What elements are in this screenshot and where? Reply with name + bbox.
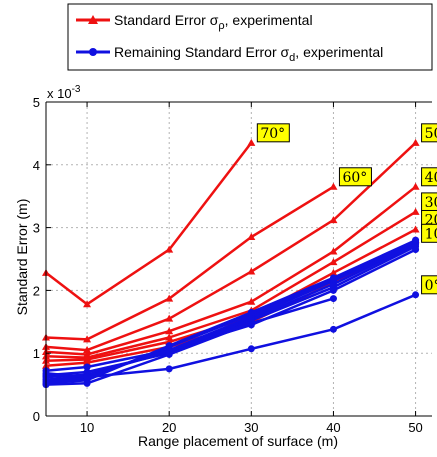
- x-tick-label: 20: [162, 420, 176, 435]
- series-line-experimental-sigma-rho: [45, 185, 417, 356]
- y-tick-label: 5: [33, 95, 40, 110]
- legend-box: [67, 3, 433, 71]
- data-point-circle: [247, 345, 255, 353]
- legend: Standard Error σρ, experimental Remainin…: [67, 3, 433, 71]
- x-tick-label: 50: [408, 420, 422, 435]
- series-line-experimental-sigma-d: [45, 293, 417, 379]
- data-point-triangle: [83, 358, 92, 366]
- y-tick-label: 0: [33, 409, 40, 424]
- legend-marker-triangle: [88, 15, 98, 24]
- legend-label-sigma-rho: Standard Error σρ, experimental: [114, 12, 313, 32]
- y-tick-label: 4: [33, 158, 40, 173]
- angle-label: 70°: [260, 126, 285, 142]
- angle-label: 10°: [425, 226, 437, 242]
- series-line-experimental-sigma-d: [45, 239, 417, 385]
- data-point-circle: [412, 236, 420, 244]
- data-point-triangle: [247, 138, 256, 146]
- data-point-circle: [83, 363, 91, 371]
- data-point-triangle: [329, 247, 338, 255]
- legend-marker-circle: [89, 48, 97, 56]
- angle-label-box: [421, 275, 437, 295]
- angle-label: 40°: [425, 170, 437, 186]
- data-point-circle: [247, 308, 255, 316]
- series-line-experimental-sigma-rho: [45, 141, 417, 352]
- data-point-triangle: [165, 245, 174, 253]
- data-point-triangle: [329, 258, 338, 266]
- angle-label: 30°: [425, 195, 437, 211]
- data-point-circle: [165, 342, 173, 350]
- series-line-experimental-sigma-rho: [45, 185, 335, 341]
- data-point-circle: [247, 319, 255, 327]
- data-series: [42, 138, 420, 389]
- angle-label-box: [421, 167, 437, 187]
- data-point-triangle: [247, 297, 256, 305]
- data-point-triangle: [83, 335, 92, 343]
- series-line-experimental-sigma-rho: [45, 142, 253, 306]
- data-point-triangle: [165, 314, 174, 322]
- y-multiplier-label: x 10-3: [47, 84, 81, 101]
- data-point-triangle: [247, 267, 256, 275]
- data-point-triangle: [411, 225, 420, 233]
- series-line-experimental-sigma-d: [45, 245, 417, 377]
- x-tick-label: 40: [326, 420, 340, 435]
- data-point-triangle: [411, 182, 420, 190]
- axes: 10 20 30 40 50 0 1 2 3 4 5: [33, 95, 432, 435]
- data-point-triangle: [247, 233, 256, 241]
- data-point-triangle: [83, 300, 92, 308]
- data-point-triangle: [83, 346, 92, 354]
- series-line-experimental-sigma-rho: [45, 210, 417, 359]
- data-point-triangle: [411, 138, 420, 146]
- data-point-triangle: [165, 327, 174, 335]
- x-tick-label: 30: [244, 420, 258, 435]
- data-point-circle: [412, 291, 420, 299]
- x-axis-title: Range placement of surface (m): [138, 433, 338, 449]
- data-point-circle: [329, 295, 337, 303]
- data-point-triangle: [411, 207, 420, 215]
- y-tick-label: 3: [33, 221, 40, 236]
- data-point-circle: [83, 379, 91, 387]
- angle-label-box: [421, 223, 437, 243]
- data-point-triangle: [165, 333, 174, 341]
- angle-label-box: [338, 167, 372, 187]
- data-point-circle: [165, 350, 173, 358]
- angle-label: 0°: [425, 278, 437, 294]
- data-point-triangle: [329, 216, 338, 224]
- data-point-circle: [329, 325, 337, 333]
- legend-label-sigma-d: Remaining Standard Error σd, experimenta…: [114, 44, 383, 64]
- y-tick-label: 1: [33, 346, 40, 361]
- series-line-experimental-sigma-d: [45, 243, 417, 379]
- data-point-triangle: [329, 182, 338, 190]
- data-point-circle: [165, 365, 173, 373]
- angle-label: 60°: [342, 170, 367, 186]
- angle-label-box: [421, 123, 437, 143]
- x-tick-label: 10: [80, 420, 94, 435]
- y-axis-title: Standard Error (m): [14, 199, 30, 316]
- angle-labels: 70°60°50°40°30°20°10°0°: [256, 123, 437, 295]
- data-point-circle: [329, 274, 337, 282]
- data-point-triangle: [329, 268, 338, 276]
- angle-label: 50°: [425, 126, 437, 142]
- angle-label-box: [256, 123, 290, 143]
- data-point-circle: [83, 373, 91, 381]
- data-point-triangle: [165, 294, 174, 302]
- y-tick-label: 2: [33, 283, 40, 298]
- angle-label-box: [421, 192, 437, 212]
